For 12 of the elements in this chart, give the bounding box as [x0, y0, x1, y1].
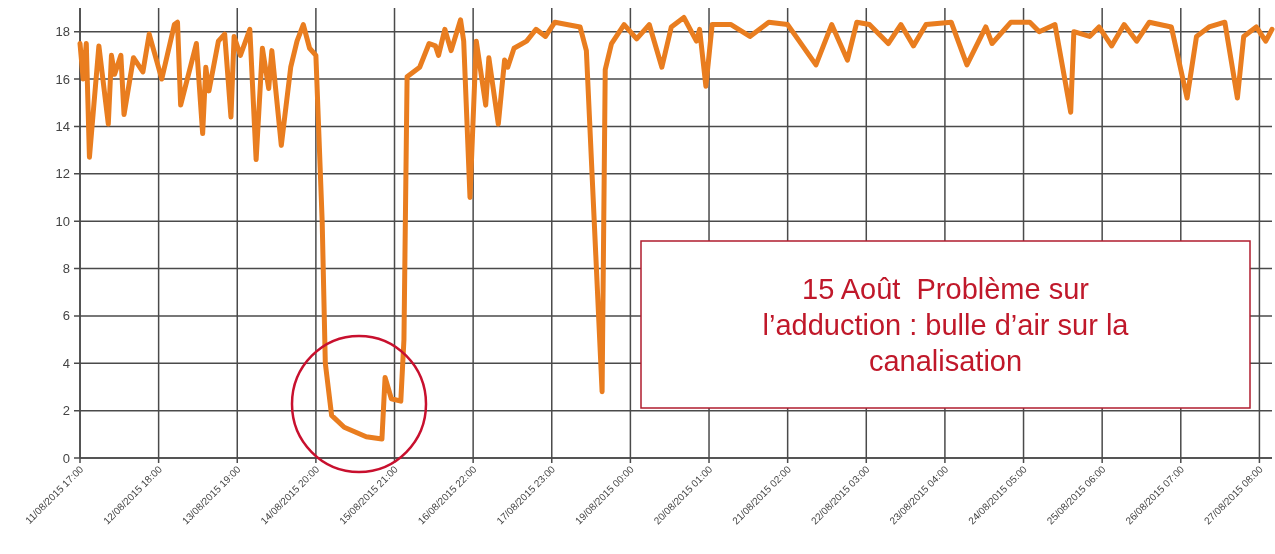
- y-tick-label: 8: [62, 261, 70, 277]
- y-tick-label: 2: [62, 403, 70, 419]
- text-box: 15 Août Problème sur l’adduction : bulle d’air sur la canalisation: [640, 240, 1251, 409]
- y-tick-label: 10: [55, 213, 70, 229]
- y-tick-label: 12: [55, 166, 70, 182]
- y-tick-label: 6: [62, 308, 70, 324]
- y-tick-label: 0: [62, 450, 70, 466]
- y-tick-label: 4: [62, 355, 70, 371]
- y-tick-label: 14: [55, 118, 70, 134]
- y-tick-label: 16: [55, 71, 70, 87]
- y-tick-label: 18: [55, 24, 70, 40]
- annotation: 15 Août Problème sur l’adduction : bulle d’air sur la canalisation: [762, 272, 1130, 377]
